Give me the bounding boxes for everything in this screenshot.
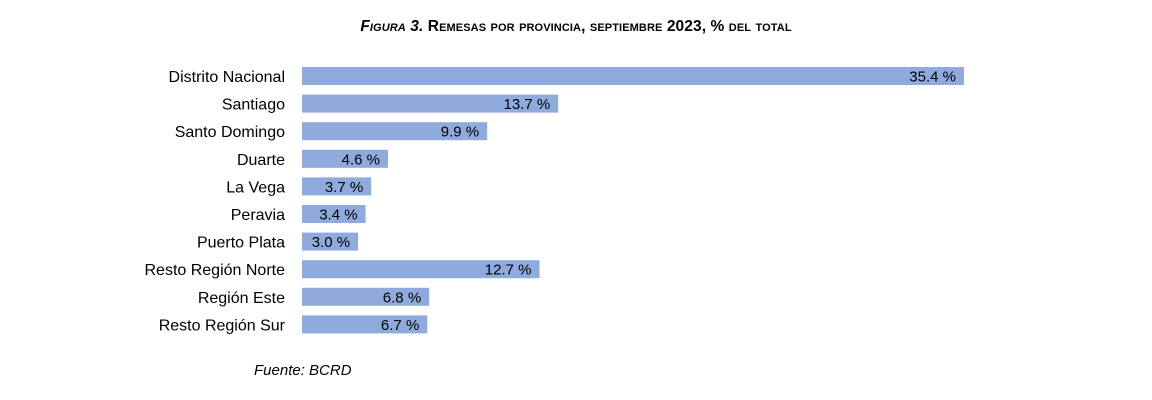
category-label: Resto Región Norte xyxy=(144,262,285,279)
category-label: Santiago xyxy=(222,97,285,114)
bar xyxy=(302,177,372,196)
source-note: Fuente: BCRD xyxy=(254,362,352,379)
value-label: 6.8 % xyxy=(383,289,421,306)
chart-title: Figura 3. Remesas por provincia, septiem… xyxy=(0,18,1152,36)
value-label: 3.4 % xyxy=(319,207,357,224)
value-label: 13.7 % xyxy=(503,96,550,113)
bar xyxy=(302,149,389,168)
value-label: 9.9 % xyxy=(441,124,479,141)
bar xyxy=(302,260,540,279)
bar xyxy=(302,232,359,251)
category-label: Santo Domingo xyxy=(175,124,285,141)
category-label: Peravia xyxy=(231,207,285,224)
value-label: 35.4 % xyxy=(909,69,956,86)
bar xyxy=(302,122,488,141)
category-label: Puerto Plata xyxy=(197,235,285,252)
figure-label: Figura 3. xyxy=(360,18,424,35)
category-label: Duarte xyxy=(237,152,285,169)
bar xyxy=(302,67,964,85)
value-label: 6.7 % xyxy=(381,317,419,334)
category-label: La Vega xyxy=(226,179,285,196)
figure-title-text: Remesas por provincia, septiembre 2023, … xyxy=(427,18,792,35)
bar xyxy=(302,315,428,334)
category-label: Distrito Nacional xyxy=(169,69,285,86)
category-label: Región Este xyxy=(198,290,285,307)
bar xyxy=(302,94,559,113)
value-label: 4.6 % xyxy=(342,151,380,168)
value-label: 3.7 % xyxy=(325,179,363,196)
bar xyxy=(302,287,430,306)
value-label: 3.0 % xyxy=(312,234,350,251)
category-label: Resto Región Sur xyxy=(159,317,286,334)
value-label: 12.7 % xyxy=(485,262,532,279)
bar xyxy=(302,205,366,223)
